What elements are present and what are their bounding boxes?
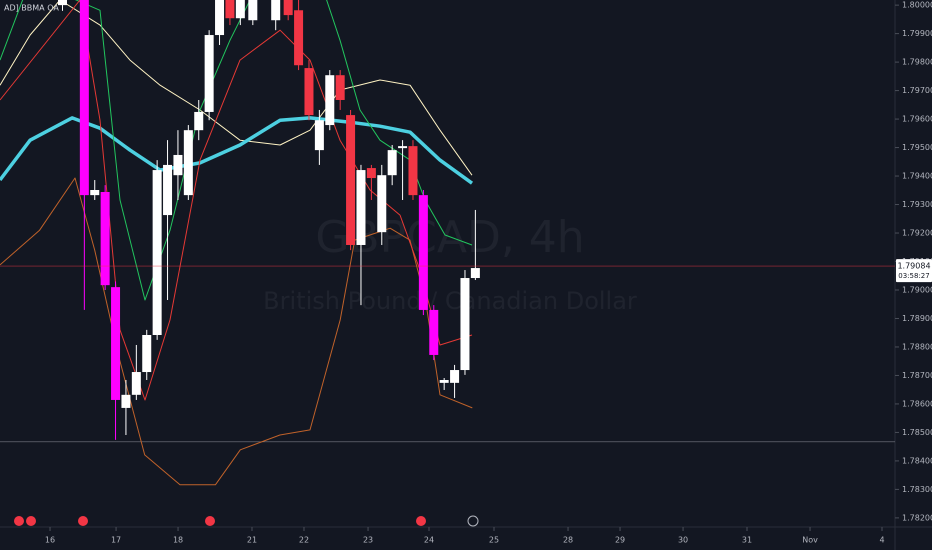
candle-body xyxy=(283,0,293,16)
candle-body xyxy=(183,130,193,196)
y-tick-label: 1.79700 xyxy=(902,86,932,95)
x-tick-label: 28 xyxy=(563,536,573,545)
candle-body xyxy=(90,190,100,196)
candle-body xyxy=(152,170,162,336)
watermark-title: GBPCAD, 4h xyxy=(315,212,584,263)
candle-body xyxy=(235,0,245,19)
candle-body xyxy=(429,309,439,355)
y-tick-label: 1.78300 xyxy=(902,485,932,494)
y-tick-label: 1.80000 xyxy=(902,1,932,10)
y-tick-label: 1.78900 xyxy=(902,314,932,323)
y-tick-label: 1.79000 xyxy=(902,285,932,294)
x-tick-label: 16 xyxy=(45,536,55,545)
candle-body xyxy=(225,0,235,19)
candle-body xyxy=(294,10,304,66)
candle-body xyxy=(58,0,68,6)
candle-body xyxy=(204,35,214,112)
y-tick-label: 1.79400 xyxy=(902,172,932,181)
event-icon xyxy=(78,516,88,526)
candle-body xyxy=(408,146,418,196)
candle-body xyxy=(398,146,408,149)
y-tick-label: 1.78200 xyxy=(902,513,932,522)
y-tick-label: 1.78400 xyxy=(902,456,932,465)
candle-body xyxy=(142,335,152,373)
x-tick-label: 30 xyxy=(678,536,688,545)
candle-body xyxy=(194,111,204,131)
candle-body xyxy=(163,164,173,216)
y-tick-label: 1.79200 xyxy=(902,229,932,238)
indicator-legend: AD] BBMA OA xyxy=(4,4,59,13)
y-tick-label: 1.79300 xyxy=(902,200,932,209)
candle-body xyxy=(470,268,480,279)
y-tick-label: 1.78700 xyxy=(902,371,932,380)
x-tick-label: 25 xyxy=(489,536,499,545)
y-tick-label: 1.79500 xyxy=(902,143,932,152)
candle-body xyxy=(356,170,366,245)
candle-body xyxy=(439,380,449,383)
watermark-subtitle: British Pound / Canadian Dollar xyxy=(263,287,637,315)
y-tick-label: 1.78800 xyxy=(902,342,932,351)
last-price-box xyxy=(896,259,932,283)
candle-body xyxy=(387,150,397,176)
last-price-label: 1.79084 xyxy=(897,262,930,271)
candle-body xyxy=(325,75,335,126)
candle-body xyxy=(304,68,314,116)
plot-area xyxy=(0,0,895,486)
candle-body xyxy=(271,0,281,21)
candle-body xyxy=(215,0,225,36)
event-icon xyxy=(416,516,426,526)
candle-body xyxy=(131,372,141,395)
x-tick-label: Nov xyxy=(802,536,818,545)
candle-body xyxy=(314,120,324,151)
y-tick-label: 1.78500 xyxy=(902,428,932,437)
candle-body xyxy=(346,115,356,245)
indicator-line xyxy=(0,0,473,401)
event-icon xyxy=(14,516,24,526)
candle-body xyxy=(377,175,387,233)
y-tick-label: 1.79900 xyxy=(902,29,932,38)
candle-body xyxy=(121,394,131,408)
event-icon xyxy=(205,516,215,526)
x-tick-label: 22 xyxy=(299,536,309,545)
x-tick-label: 24 xyxy=(424,536,434,545)
candle-body xyxy=(248,0,258,21)
event-icon xyxy=(26,516,36,526)
candle-body xyxy=(460,278,470,371)
x-tick-label: 18 xyxy=(173,536,183,545)
candle-body xyxy=(366,168,376,179)
candle-body xyxy=(111,287,121,400)
candle-body xyxy=(100,191,110,286)
x-tick-label: 4 xyxy=(879,536,884,545)
countdown-label: 03:58:27 xyxy=(898,272,929,280)
x-tick-label: 29 xyxy=(615,536,625,545)
x-tick-label: 21 xyxy=(247,536,257,545)
event-icon xyxy=(467,515,479,527)
y-tick-label: 1.79600 xyxy=(902,115,932,124)
candle-body xyxy=(335,75,345,100)
x-tick-label: 23 xyxy=(363,536,373,545)
y-tick-label: 1.78600 xyxy=(902,399,932,408)
event-icons xyxy=(14,515,479,527)
candle-body xyxy=(418,195,428,310)
candle-body xyxy=(450,370,460,383)
candle-body xyxy=(173,154,183,176)
x-tick-label: 31 xyxy=(742,536,752,545)
y-tick-label: 1.79800 xyxy=(902,58,932,67)
candle-body xyxy=(79,0,89,196)
x-tick-label: 17 xyxy=(111,536,121,545)
